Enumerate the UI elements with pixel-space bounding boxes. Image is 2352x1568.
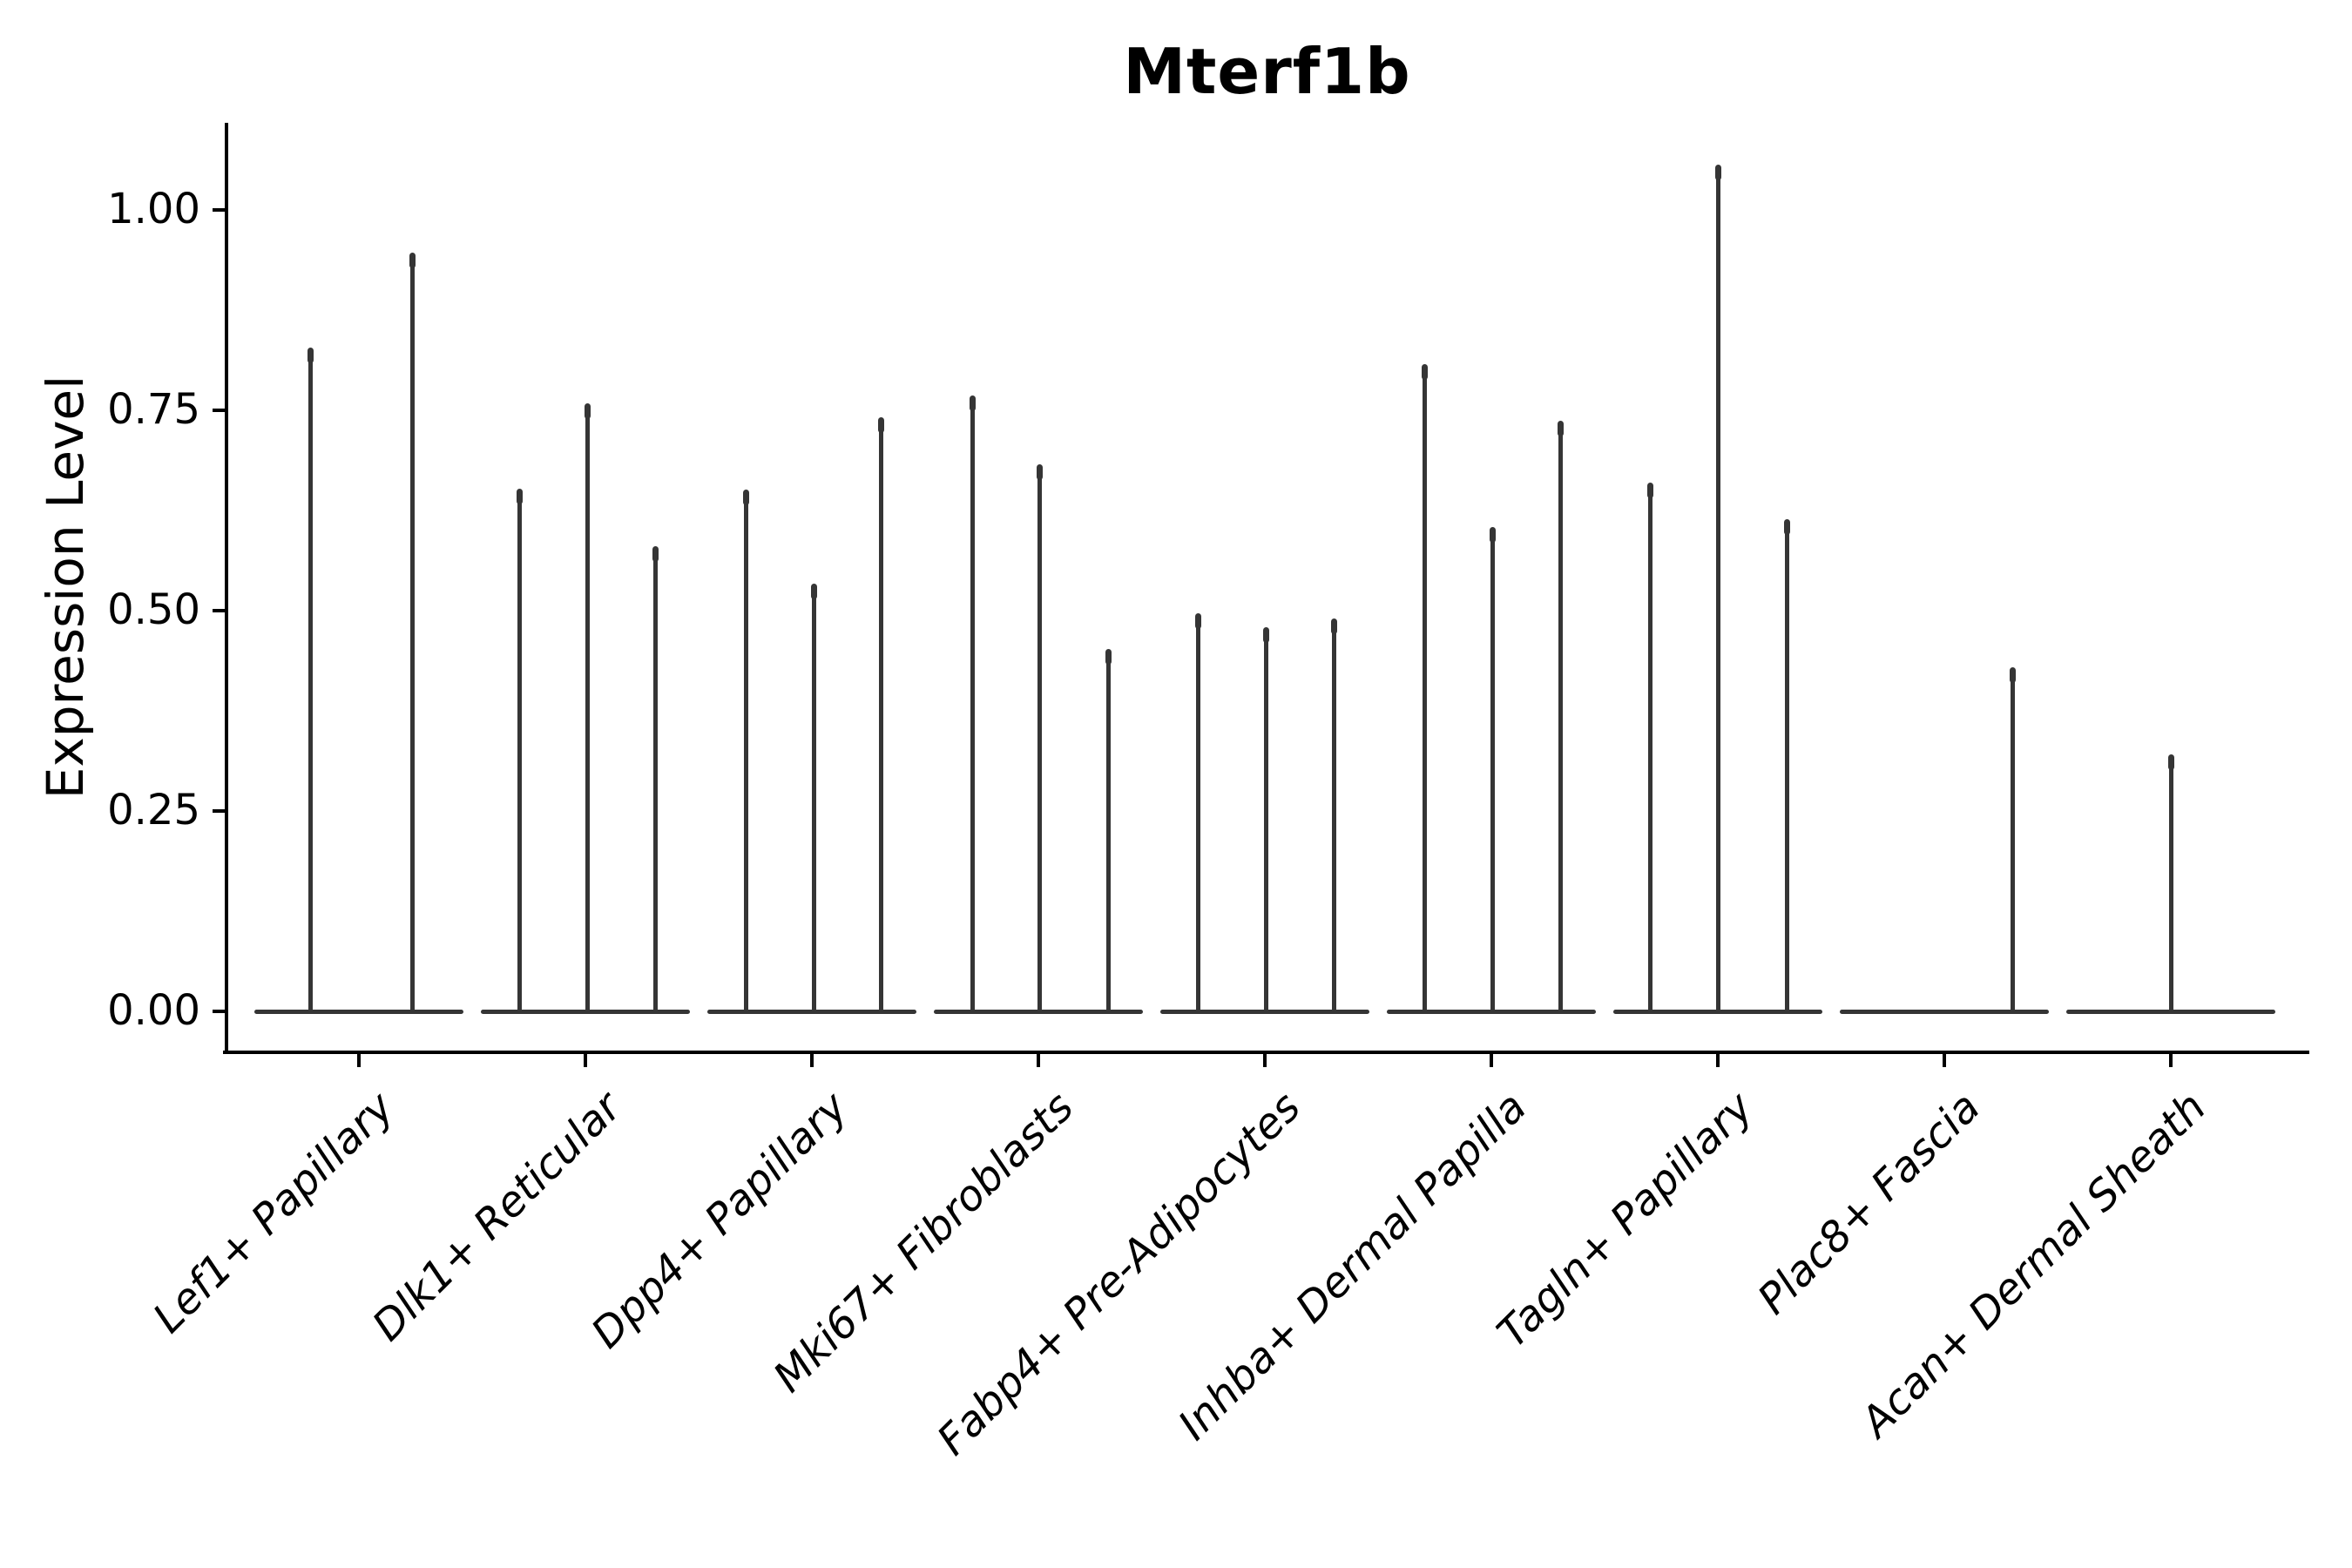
x-tick: [810, 1054, 814, 1067]
violin-spike: [2168, 755, 2173, 1014]
violin-spike: [1715, 166, 1720, 1014]
violin-spike-tip: [652, 546, 659, 563]
violin-spike: [1784, 521, 1789, 1014]
x-tick-label-category: Lef1+ Papillary: [144, 1083, 404, 1343]
violin-spike: [1558, 422, 1563, 1014]
violin-spike: [970, 396, 975, 1014]
violin-spike: [652, 548, 658, 1014]
violin-spike: [1195, 614, 1200, 1014]
violin-baseline: [254, 1009, 463, 1014]
violin-spike-tip: [969, 395, 976, 411]
violin-spike-tip: [1783, 519, 1790, 536]
y-tick: [213, 409, 225, 412]
violin-spike-tip: [877, 417, 884, 434]
violin-spike-tip: [1489, 527, 1496, 544]
chart-title: Mterf1b: [1123, 35, 1411, 108]
violin-spike: [1331, 620, 1336, 1014]
violin-spike: [2010, 669, 2015, 1014]
x-tick: [1490, 1054, 1493, 1067]
violin-spike: [1105, 651, 1111, 1014]
violin-spike-tip: [1262, 627, 1269, 644]
x-tick-label-category: Dlk1+ Reticular: [362, 1083, 631, 1351]
y-tick-label: 0.50: [107, 585, 200, 634]
violin-spike-tip: [1714, 165, 1721, 181]
violin-spike-tip: [2009, 667, 2016, 684]
y-tick-label: 0.75: [107, 384, 200, 434]
x-tick: [584, 1054, 587, 1067]
violin-spike-tip: [1557, 420, 1564, 436]
x-tick: [2169, 1054, 2173, 1067]
violin-spike-tip: [584, 402, 591, 419]
violin-spike-tip: [516, 489, 523, 505]
violin-baseline: [1840, 1009, 2049, 1014]
y-tick: [213, 809, 225, 813]
violin-spike-tip: [1194, 612, 1201, 629]
violin-spike-tip: [1036, 463, 1043, 480]
x-tick: [1716, 1054, 1720, 1067]
y-tick-label: 1.00: [107, 184, 200, 233]
x-tick: [1037, 1054, 1040, 1067]
y-axis-spine: [225, 123, 228, 1054]
violin-spike: [409, 253, 415, 1014]
violin-spike-tip: [1105, 649, 1112, 666]
x-tick: [1943, 1054, 1946, 1067]
x-tick-label-category: Tagln+ Papillary: [1488, 1083, 1763, 1358]
x-tick: [1263, 1054, 1267, 1067]
violin-spike-tip: [409, 252, 416, 268]
violin-spike-tip: [2167, 754, 2174, 770]
violin-spike-tip: [1646, 482, 1653, 498]
x-tick: [357, 1054, 361, 1067]
x-axis-spine: [223, 1051, 2309, 1054]
violin-spike-tip: [1330, 618, 1337, 635]
y-tick-label: 0.25: [107, 785, 200, 835]
y-tick-label: 0.00: [107, 985, 200, 1035]
violin-spike-tip: [810, 583, 817, 599]
violin-spike: [878, 419, 883, 1014]
violin-spike: [1490, 529, 1495, 1014]
y-tick: [213, 208, 225, 212]
violin-spike: [1647, 483, 1652, 1014]
violin-spike-tip: [307, 348, 314, 364]
violin-spike: [1037, 465, 1042, 1014]
violin-spike-tip: [742, 490, 749, 506]
violin-spike: [308, 349, 313, 1014]
y-tick: [213, 1010, 225, 1013]
violin-spike: [743, 491, 748, 1014]
violin-spike: [1263, 629, 1268, 1014]
violin-spike-tip: [1421, 363, 1428, 380]
violin-spike: [585, 404, 590, 1014]
violin-spike: [811, 585, 816, 1014]
y-tick: [213, 609, 225, 612]
x-tick-label-category: Plac8+ Fascia: [1747, 1083, 1990, 1324]
violin-spike: [1422, 365, 1427, 1014]
violin-spike: [517, 490, 522, 1014]
x-tick-label-category: Fabp4+ Pre-Adipocytes: [928, 1083, 1310, 1465]
